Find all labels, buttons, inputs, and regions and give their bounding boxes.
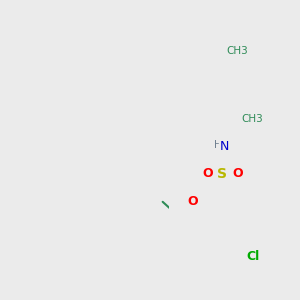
Text: CH3: CH3 (227, 46, 248, 56)
Text: O: O (202, 167, 213, 180)
Text: S: S (218, 167, 227, 181)
Text: CH3: CH3 (242, 114, 263, 124)
Text: Cl: Cl (246, 250, 259, 262)
Text: O: O (187, 195, 198, 208)
Text: H: H (214, 140, 222, 150)
Text: N: N (219, 140, 229, 153)
Text: O: O (232, 167, 243, 180)
